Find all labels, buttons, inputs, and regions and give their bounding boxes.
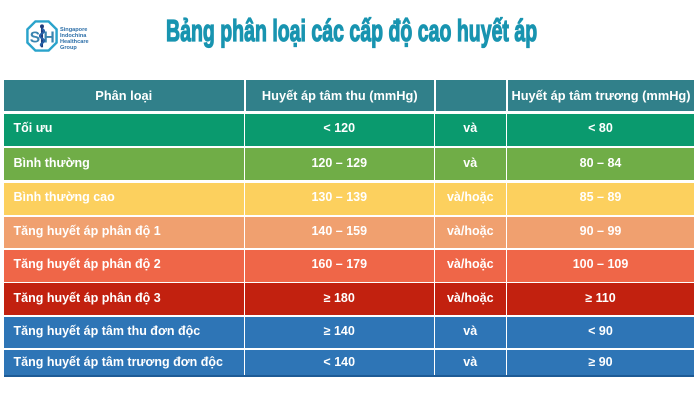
svg-text:S: S	[30, 30, 40, 47]
svg-text:H: H	[43, 30, 54, 47]
